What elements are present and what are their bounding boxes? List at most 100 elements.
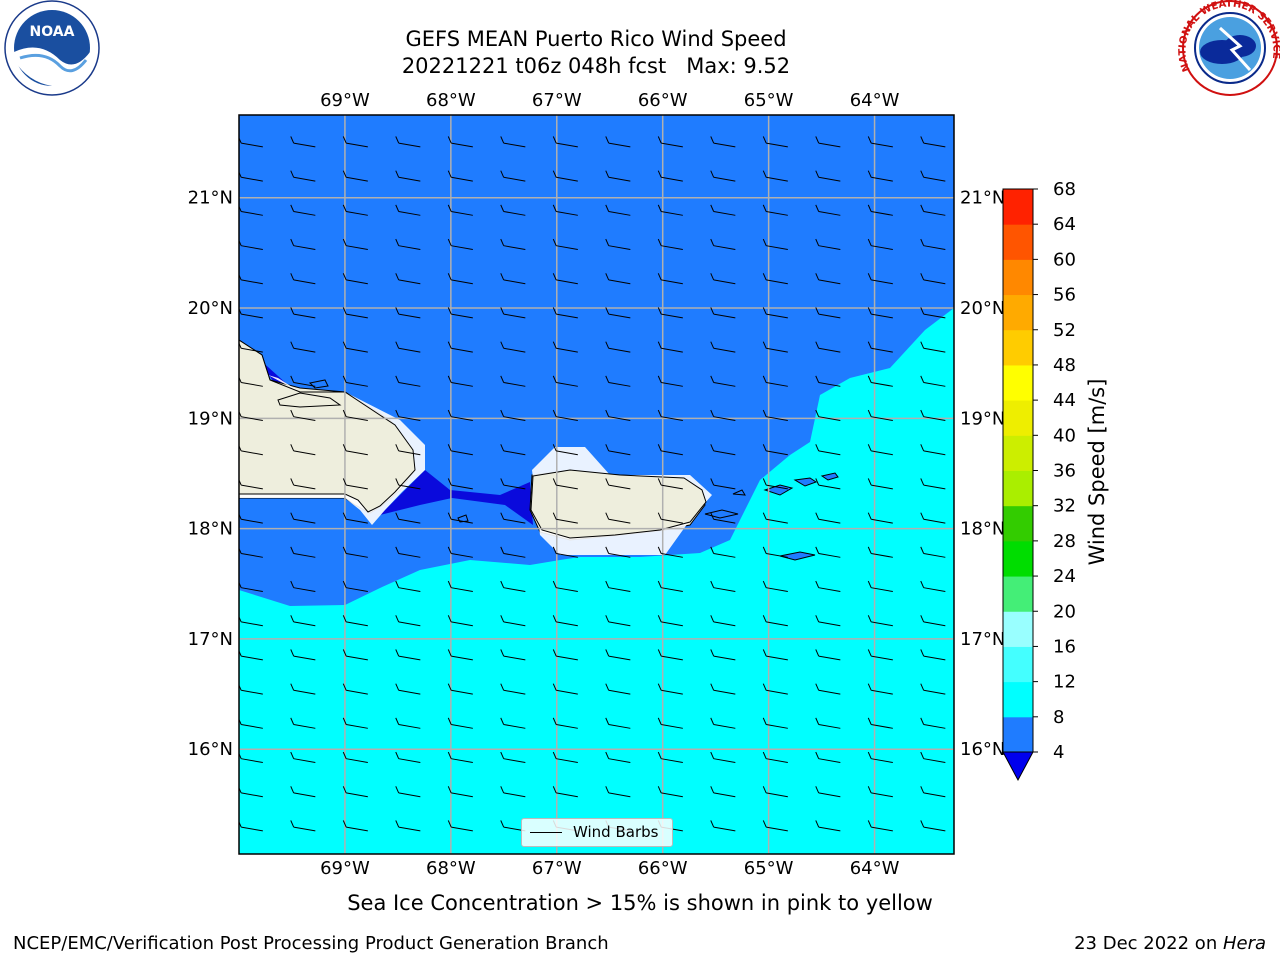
wind-barb [867, 580, 893, 593]
wind-barb [290, 717, 316, 729]
wind-barb [342, 649, 368, 661]
wind-barb [395, 751, 421, 764]
wind-barb [342, 820, 368, 832]
wind-barb [920, 786, 946, 798]
wind-barb [815, 136, 841, 148]
wind-barb [447, 478, 473, 490]
wind-barb [342, 717, 368, 729]
wind-barb [815, 683, 841, 695]
map-frame [238, 114, 955, 855]
wind-barb [552, 273, 578, 285]
wind-barb [500, 717, 526, 729]
wind-barb [605, 170, 631, 182]
wind-barb [395, 341, 421, 353]
wind-barb [605, 546, 631, 558]
wind-barb [657, 341, 683, 353]
wind-barb [867, 820, 893, 832]
longitude-label: 66°W [638, 858, 688, 879]
wind-barb [290, 444, 316, 456]
wind-barb [447, 820, 473, 832]
wind-barb [552, 717, 578, 729]
wind-barb [920, 615, 946, 627]
wind-barb [657, 512, 683, 524]
latitude-label: 21°N [188, 188, 233, 209]
wind-barb [920, 341, 946, 353]
wind-barb [710, 204, 736, 216]
wind-barb [762, 136, 788, 148]
wind-barb [552, 204, 578, 216]
wind-barb [500, 649, 526, 661]
wind-barb [552, 786, 578, 798]
wind-barb [920, 136, 946, 148]
colorbar-segment [1003, 329, 1033, 366]
longitude-label: 65°W [744, 90, 794, 111]
wind-barb [710, 273, 736, 285]
wind-barb [605, 273, 631, 285]
wind-barb [657, 375, 683, 387]
latitude-label: 20°N [960, 298, 1005, 319]
wind-barb [447, 683, 473, 695]
wind-barb [395, 409, 421, 422]
wind-barb [657, 649, 683, 661]
wind-barb [500, 683, 526, 695]
longitude-label: 68°W [426, 90, 476, 111]
wind-barb [657, 615, 683, 627]
wind-barb [762, 649, 788, 661]
wind-barb [290, 683, 316, 695]
wind-barb [395, 683, 421, 695]
wind-barb [710, 786, 736, 798]
wind-barb [500, 136, 526, 148]
wind-barb [920, 478, 946, 490]
wind-barb [815, 341, 841, 353]
colorbar-segment [1003, 470, 1033, 507]
wind-barb [815, 238, 841, 251]
wind-barb [920, 238, 946, 251]
wind-barb [657, 786, 683, 798]
colorbar-segment [1003, 294, 1033, 331]
wind-barb [447, 341, 473, 353]
wind-barb [867, 649, 893, 661]
wind-barb [710, 478, 736, 490]
colorbar-segment [1003, 576, 1033, 612]
wind-barb [342, 341, 368, 353]
colorbar-tick-label: 52 [1053, 320, 1076, 341]
wind-barb [290, 820, 316, 832]
wind-barb [815, 170, 841, 182]
legend-label: Wind Barbs [573, 823, 659, 841]
wind-barb [395, 615, 421, 627]
wind-barb [710, 375, 736, 387]
wind-barb [920, 683, 946, 695]
wind-barb [815, 512, 841, 524]
wind-barb [395, 307, 421, 319]
wind-barb [342, 170, 368, 182]
wind-barb [395, 273, 421, 285]
wind-barb [290, 136, 316, 148]
wind-barb [395, 786, 421, 798]
wind-barb [920, 273, 946, 285]
noaa-logo-text: NOAA [30, 24, 75, 40]
latitude-label: 18°N [960, 519, 1005, 540]
wind-barb [657, 170, 683, 182]
wind-barb [710, 683, 736, 695]
wind-band-8-12 [239, 308, 954, 854]
wind-barb [657, 204, 683, 216]
colorbar-tick-label: 32 [1053, 496, 1076, 517]
wind-barb [500, 615, 526, 627]
wind-barb [342, 238, 368, 251]
longitude-label: 65°W [744, 858, 794, 879]
wind-barb [657, 307, 683, 319]
latitude-label: 19°N [960, 408, 1005, 429]
wind-barb [920, 375, 946, 387]
wind-barb [605, 375, 631, 387]
colorbar-tick-label: 8 [1053, 707, 1064, 728]
footer-date: 23 Dec 2022 on [1074, 933, 1223, 954]
map-subtitle: 20221221 t06z 048h fcst Max: 9.52 [401, 54, 791, 78]
colorbar-tick-label: 68 [1053, 179, 1076, 200]
wind-barb [395, 170, 421, 182]
wind-barb [290, 273, 316, 285]
wind-barb [342, 512, 368, 524]
latitude-label: 16°N [960, 739, 1005, 760]
map-axis-labels: 69°W 69°W 68°W 68°W 67°W 67°W 66°W 66°W 65°W 65°W… [188, 90, 1006, 879]
